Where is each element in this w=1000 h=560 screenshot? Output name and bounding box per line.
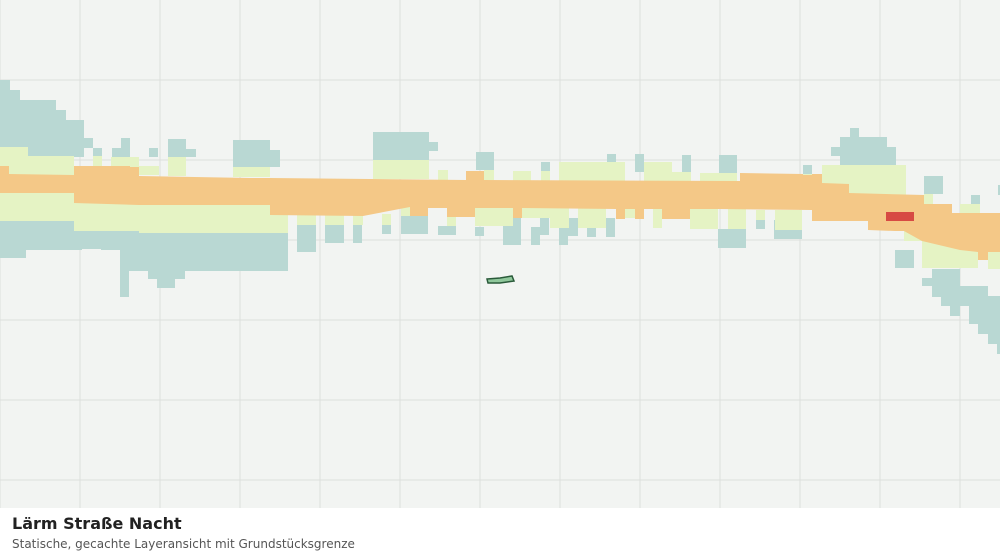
map-view bbox=[0, 0, 1000, 508]
parcel-boundary bbox=[486, 275, 516, 284]
layer-title: Lärm Straße Nacht bbox=[12, 514, 182, 533]
tile-grid bbox=[0, 0, 1000, 508]
noise-level-orange bbox=[0, 166, 1000, 260]
legend-footer: Lärm Straße Nacht Statische, gecachte La… bbox=[0, 508, 1000, 560]
layer-subtitle: Statische, gecachte Layeransicht mit Gru… bbox=[12, 537, 355, 551]
noise-level-red bbox=[886, 212, 914, 221]
